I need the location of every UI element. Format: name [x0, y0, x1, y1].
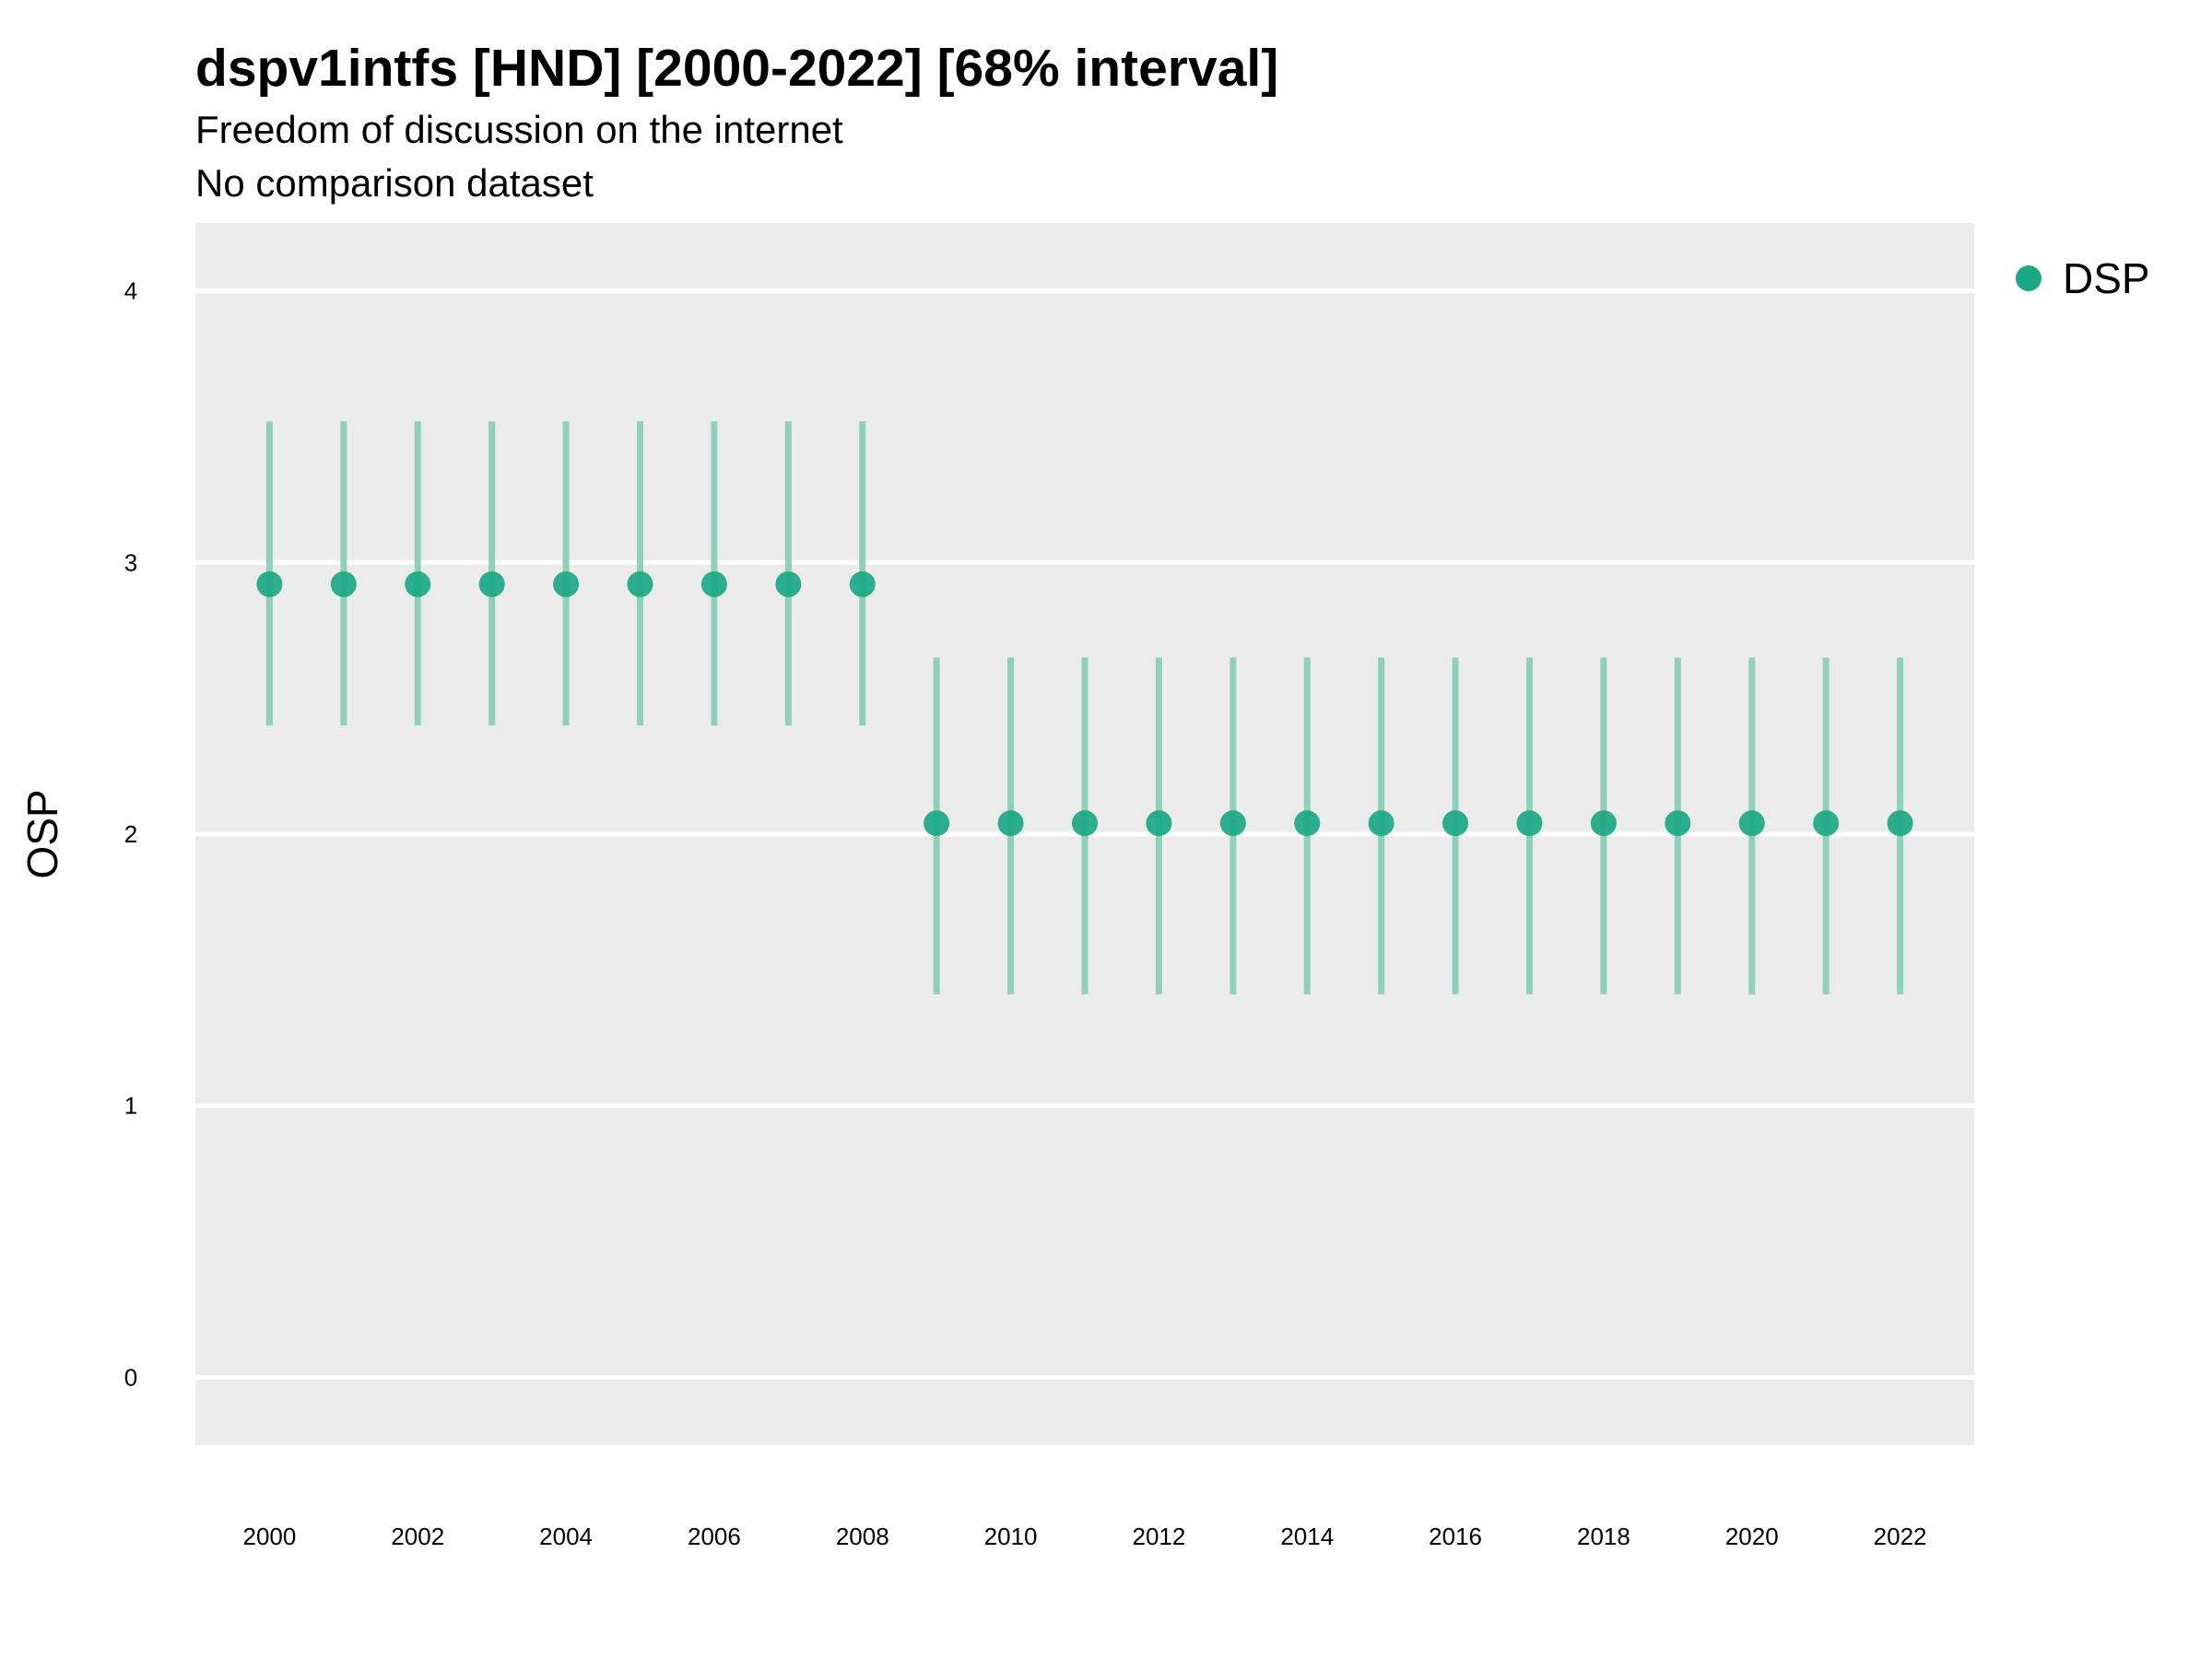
data-point: [1294, 810, 1321, 837]
y-tick-label: 0: [124, 1363, 137, 1391]
y-axis-title: OSP: [18, 789, 66, 878]
x-tick-label: 2012: [1132, 1523, 1185, 1550]
x-tick-label: 2000: [242, 1523, 296, 1550]
data-points: [256, 571, 1913, 837]
y-tick-label: 1: [124, 1092, 137, 1120]
legend-swatch-dsp: [2016, 265, 2041, 291]
data-point: [627, 571, 653, 597]
data-point: [1590, 810, 1617, 837]
data-point: [1516, 810, 1543, 837]
data-point: [700, 571, 727, 597]
data-point: [1072, 810, 1098, 837]
data-point: [1219, 810, 1246, 837]
x-tick-label: 2006: [688, 1523, 741, 1550]
y-tick-label: 4: [124, 277, 137, 305]
x-tick-label: 2022: [1874, 1523, 1927, 1550]
data-point: [1442, 810, 1469, 837]
data-point: [1146, 810, 1172, 837]
x-tick-label: 2008: [836, 1523, 889, 1550]
y-tick-label: 3: [124, 548, 137, 576]
data-point: [1665, 810, 1691, 837]
data-point: [1738, 810, 1765, 837]
data-point: [1813, 810, 1840, 837]
data-point: [256, 571, 283, 597]
y-axis-ticks: 0 1 2 3 4: [124, 277, 137, 1392]
data-point: [849, 571, 876, 597]
x-tick-label: 2014: [1280, 1523, 1334, 1550]
x-tick-label: 2018: [1577, 1523, 1630, 1550]
legend: DSP: [2016, 254, 2150, 302]
legend-label-dsp: DSP: [2063, 254, 2150, 302]
x-tick-label: 2016: [1429, 1523, 1482, 1550]
data-point: [1887, 810, 1913, 837]
x-tick-label: 2002: [391, 1523, 444, 1550]
x-tick-label: 2004: [539, 1523, 593, 1550]
data-point: [997, 810, 1024, 837]
data-point: [553, 571, 580, 597]
x-axis-ticks: 2000 2002 2004 2006 2008 2010 2012 2014 2016 2018…: [242, 1523, 1926, 1550]
chart-subtitle: Freedom of discussion on the internet: [195, 108, 843, 151]
x-tick-label: 2020: [1725, 1523, 1779, 1550]
chart-title: dspv1intfs [HND] [2000-2022] [68% interv…: [195, 39, 1278, 98]
x-tick-label: 2010: [984, 1523, 1038, 1550]
data-point: [330, 571, 357, 597]
data-point: [478, 571, 505, 597]
chart-subtitle-secondary: No comparison dataset: [195, 161, 594, 205]
y-tick-label: 2: [124, 820, 137, 848]
data-point: [1368, 810, 1394, 837]
data-point: [924, 810, 950, 837]
data-point: [775, 571, 802, 597]
data-point: [405, 571, 431, 597]
